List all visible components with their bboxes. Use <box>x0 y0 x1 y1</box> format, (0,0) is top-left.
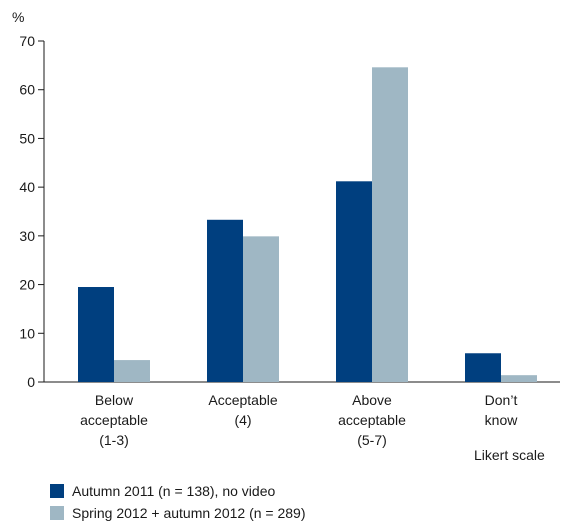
y-tick-label: 0 <box>27 374 35 390</box>
legend-item-series-2: Spring 2012 + autumn 2012 (n = 289) <box>50 502 306 524</box>
legend-label-series-2: Spring 2012 + autumn 2012 (n = 289) <box>72 505 306 521</box>
y-tick-label: 20 <box>19 277 35 293</box>
legend-swatch-series-2 <box>50 506 64 520</box>
category-label: Above acceptable (5-7) <box>338 392 406 448</box>
y-tick-label: 70 <box>19 33 35 49</box>
bars <box>78 67 537 382</box>
category-label: Below acceptable (1-3) <box>80 392 148 448</box>
bar-chart: % 0 10 20 30 40 50 60 70 Below acceptable (1-3) Ac… <box>12 9 560 463</box>
bar-series-2-cat-2 <box>243 236 279 382</box>
legend-item-series-1: Autumn 2011 (n = 138), no video <box>50 480 306 502</box>
bar-series-1-cat-2 <box>207 219 243 382</box>
bar-series-1-cat-3 <box>336 181 372 382</box>
x-axis-title: Likert scale <box>474 447 545 463</box>
y-tick-label: 10 <box>19 325 35 341</box>
y-tick-label: 60 <box>19 82 35 98</box>
y-tick-label: 50 <box>19 130 35 146</box>
y-axis-title: % <box>12 9 24 25</box>
legend-swatch-series-1 <box>50 484 64 498</box>
bar-series-2-cat-1 <box>114 360 150 382</box>
category-label: Don’t know <box>485 392 519 428</box>
y-tick-label: 30 <box>19 228 35 244</box>
y-tick-label: 40 <box>19 179 35 195</box>
category-label: Acceptable (4) <box>208 392 277 428</box>
category-labels: Below acceptable (1-3) Acceptable (4) Above ac… <box>80 392 518 448</box>
bar-series-1-cat-4 <box>465 353 501 382</box>
bar-series-2-cat-3 <box>372 67 408 382</box>
y-axis-ticks: 0 10 20 30 40 50 60 70 <box>19 33 44 390</box>
legend: Autumn 2011 (n = 138), no video Spring 2… <box>50 480 306 524</box>
bar-series-2-cat-4 <box>501 375 537 382</box>
legend-label-series-1: Autumn 2011 (n = 138), no video <box>72 483 276 499</box>
bar-series-1-cat-1 <box>78 287 114 382</box>
